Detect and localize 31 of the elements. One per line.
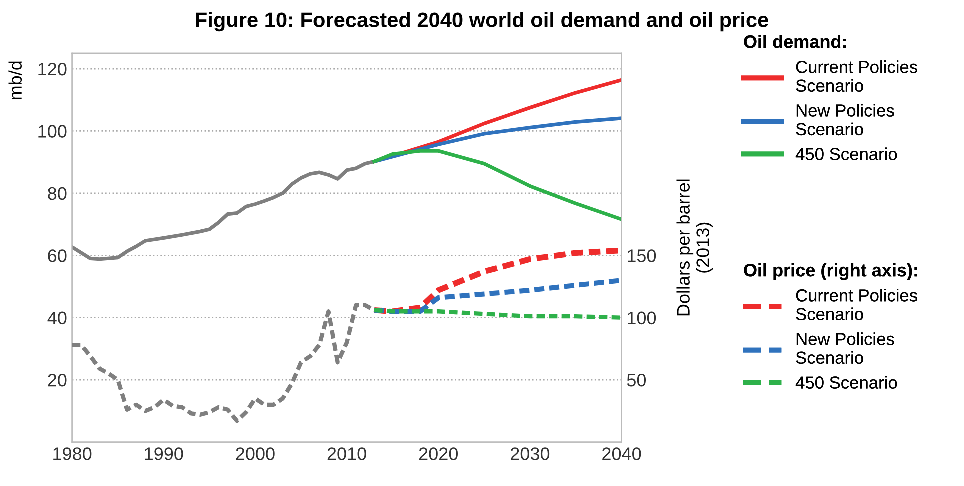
y-axis-title: mb/d: [8, 62, 22, 100]
y-tick-label: 20: [48, 374, 67, 387]
y-tick-label: 80: [48, 187, 67, 200]
legend-label: Current Policies Scenario: [796, 60, 918, 92]
legend-label: New Policies Scenario: [796, 104, 894, 136]
x-tick-label: 2000: [236, 448, 275, 460]
legend-label: 450 Scenario: [796, 376, 898, 389]
text: Oil price (right axis):: [744, 263, 918, 280]
line-series: [372, 308, 622, 320]
x-tick-label: 2040: [602, 448, 642, 460]
y-tick-label: 40: [48, 312, 67, 325]
line-series: [72, 160, 376, 262]
x-tick-label: 1990: [145, 448, 184, 460]
text: Oil demand:: [744, 35, 846, 48]
x-tick-label: 2020: [419, 448, 458, 460]
x-tick-label: 2010: [328, 448, 366, 460]
y-tick-label: 100: [38, 125, 67, 138]
y-tick-label: 60: [48, 250, 67, 262]
legend-label: 450 Scenario: [796, 148, 898, 160]
chart-title: Figure 10: Forecasted 2040 world oil demand and oil price: [196, 12, 768, 32]
y2-axis-title: Dollars per barrel (2013): [676, 180, 713, 316]
y-tick-label: 120: [38, 62, 67, 76]
line-series: [372, 149, 622, 222]
x-tick-label: 1980: [54, 448, 92, 460]
y2-tick-label: 150: [628, 250, 656, 262]
y2-tick-label: 50: [627, 374, 646, 387]
legend-label: Current Policies Scenario: [796, 289, 918, 321]
x-tick-label: 2030: [511, 448, 550, 460]
legend-label: New Policies Scenario: [796, 332, 894, 364]
y2-tick-label: 100: [628, 312, 656, 325]
line-series: [72, 303, 377, 424]
